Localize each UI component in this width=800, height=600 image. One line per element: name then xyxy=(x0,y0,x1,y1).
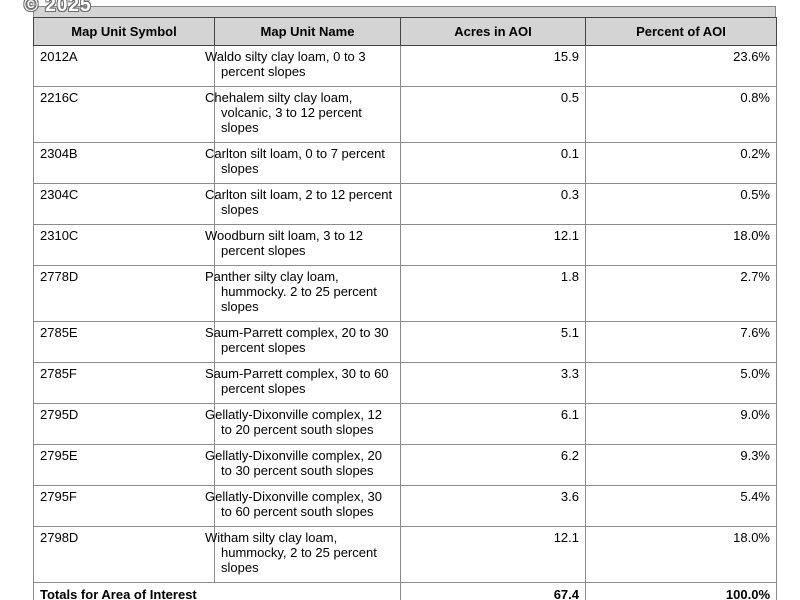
map-unit-name-cell: Panther silty clay loam, hummocky. 2 to … xyxy=(205,265,401,322)
map-unit-symbol-cell: 2012A xyxy=(33,45,215,87)
header-percent-of-aoi: Percent of AOI xyxy=(585,17,777,46)
table-row: 2785F Saum-Parrett complex, 30 to 60 per… xyxy=(33,362,777,404)
table-body: 2012A Waldo silty clay loam, 0 to 3 perc… xyxy=(33,45,777,583)
map-unit-name-cell: Gellatly-Dixonville complex, 20 to 30 pe… xyxy=(205,444,401,486)
acres-in-aoi-cell: 3.3 xyxy=(400,362,586,404)
map-unit-name-cell: Carlton silt loam, 2 to 12 percent slope… xyxy=(205,183,401,225)
map-unit-symbol-cell: 2304B xyxy=(33,142,215,184)
map-unit-symbol-cell: 2785F xyxy=(33,362,215,404)
totals-percent-value: 100.0% xyxy=(585,582,777,600)
acres-in-aoi-cell: 0.5 xyxy=(400,86,586,143)
map-unit-name-cell: Carlton silt loam, 0 to 7 percent slopes xyxy=(205,142,401,184)
map-unit-name-cell: Gellatly-Dixonville complex, 30 to 60 pe… xyxy=(205,485,401,527)
table-row: 2304C Carlton silt loam, 2 to 12 percent… xyxy=(33,183,777,225)
percent-of-aoi-cell: 0.5% xyxy=(585,183,777,225)
percent-of-aoi-cell: 23.6% xyxy=(585,45,777,87)
map-unit-symbol-cell: 2795F xyxy=(33,485,215,527)
header-acres-in-aoi: Acres in AOI xyxy=(400,17,586,46)
percent-of-aoi-cell: 7.6% xyxy=(585,321,777,363)
acres-in-aoi-cell: 1.8 xyxy=(400,265,586,322)
acres-in-aoi-cell: 0.1 xyxy=(400,142,586,184)
map-unit-legend-table: Map Unit Symbol Map Unit Name Acres in A… xyxy=(33,6,777,600)
map-unit-name-cell: Chehalem silty clay loam, volcanic, 3 to… xyxy=(205,86,401,143)
map-unit-name-cell: Woodburn silt loam, 3 to 12 percent slop… xyxy=(205,224,401,266)
acres-in-aoi-cell: 12.1 xyxy=(400,224,586,266)
map-unit-name-cell: Waldo silty clay loam, 0 to 3 percent sl… xyxy=(205,45,401,87)
acres-in-aoi-cell: 5.1 xyxy=(400,321,586,363)
map-unit-name-cell: Gellatly-Dixonville complex, 12 to 20 pe… xyxy=(205,403,401,445)
table-row: 2216C Chehalem silty clay loam, volcanic… xyxy=(33,86,777,143)
map-unit-symbol-cell: 2795D xyxy=(33,403,215,445)
table-caption-strip xyxy=(33,6,776,17)
table-header: Map Unit Symbol Map Unit Name Acres in A… xyxy=(33,17,777,46)
percent-of-aoi-cell: 0.2% xyxy=(585,142,777,184)
acres-in-aoi-cell: 12.1 xyxy=(400,526,586,583)
table-row: 2304B Carlton silt loam, 0 to 7 percent … xyxy=(33,142,777,184)
header-map-unit-name: Map Unit Name xyxy=(214,17,401,46)
legend-table: Map Unit Symbol Map Unit Name Acres in A… xyxy=(33,17,777,600)
acres-in-aoi-cell: 3.6 xyxy=(400,485,586,527)
map-unit-name-cell: Saum-Parrett complex, 20 to 30 percent s… xyxy=(205,321,401,363)
table-row: 2310C Woodburn silt loam, 3 to 12 percen… xyxy=(33,224,777,266)
acres-in-aoi-cell: 6.2 xyxy=(400,444,586,486)
map-unit-symbol-cell: 2798D xyxy=(33,526,215,583)
percent-of-aoi-cell: 18.0% xyxy=(585,526,777,583)
totals-row: Totals for Area of Interest 67.4 100.0% xyxy=(33,582,777,600)
copyright-watermark: © 2025 xyxy=(24,0,92,16)
acres-in-aoi-cell: 15.9 xyxy=(400,45,586,87)
map-unit-symbol-cell: 2310C xyxy=(33,224,215,266)
table-row: 2778D Panther silty clay loam, hummocky.… xyxy=(33,265,777,322)
totals-acres-value: 67.4 xyxy=(400,582,586,600)
percent-of-aoi-cell: 9.0% xyxy=(585,403,777,445)
table-footer: Totals for Area of Interest 67.4 100.0% xyxy=(33,582,777,600)
totals-label: Totals for Area of Interest xyxy=(33,582,401,600)
map-unit-symbol-cell: 2778D xyxy=(33,265,215,322)
table-row: 2795F Gellatly-Dixonville complex, 30 to… xyxy=(33,485,777,527)
percent-of-aoi-cell: 5.4% xyxy=(585,485,777,527)
map-unit-symbol-cell: 2216C xyxy=(33,86,215,143)
acres-in-aoi-cell: 6.1 xyxy=(400,403,586,445)
percent-of-aoi-cell: 2.7% xyxy=(585,265,777,322)
percent-of-aoi-cell: 5.0% xyxy=(585,362,777,404)
header-map-unit-symbol: Map Unit Symbol xyxy=(33,17,215,46)
percent-of-aoi-cell: 0.8% xyxy=(585,86,777,143)
header-row: Map Unit Symbol Map Unit Name Acres in A… xyxy=(33,17,777,46)
map-unit-symbol-cell: 2304C xyxy=(33,183,215,225)
map-unit-symbol-cell: 2795E xyxy=(33,444,215,486)
table-row: 2012A Waldo silty clay loam, 0 to 3 perc… xyxy=(33,45,777,87)
acres-in-aoi-cell: 0.3 xyxy=(400,183,586,225)
table-row: 2785E Saum-Parrett complex, 20 to 30 per… xyxy=(33,321,777,363)
table-row: 2795D Gellatly-Dixonville complex, 12 to… xyxy=(33,403,777,445)
table-row: 2795E Gellatly-Dixonville complex, 20 to… xyxy=(33,444,777,486)
percent-of-aoi-cell: 18.0% xyxy=(585,224,777,266)
map-unit-name-cell: Witham silty clay loam, hummocky, 2 to 2… xyxy=(205,526,401,583)
map-unit-name-cell: Saum-Parrett complex, 30 to 60 percent s… xyxy=(205,362,401,404)
map-unit-symbol-cell: 2785E xyxy=(33,321,215,363)
table-row: 2798D Witham silty clay loam, hummocky, … xyxy=(33,526,777,583)
percent-of-aoi-cell: 9.3% xyxy=(585,444,777,486)
